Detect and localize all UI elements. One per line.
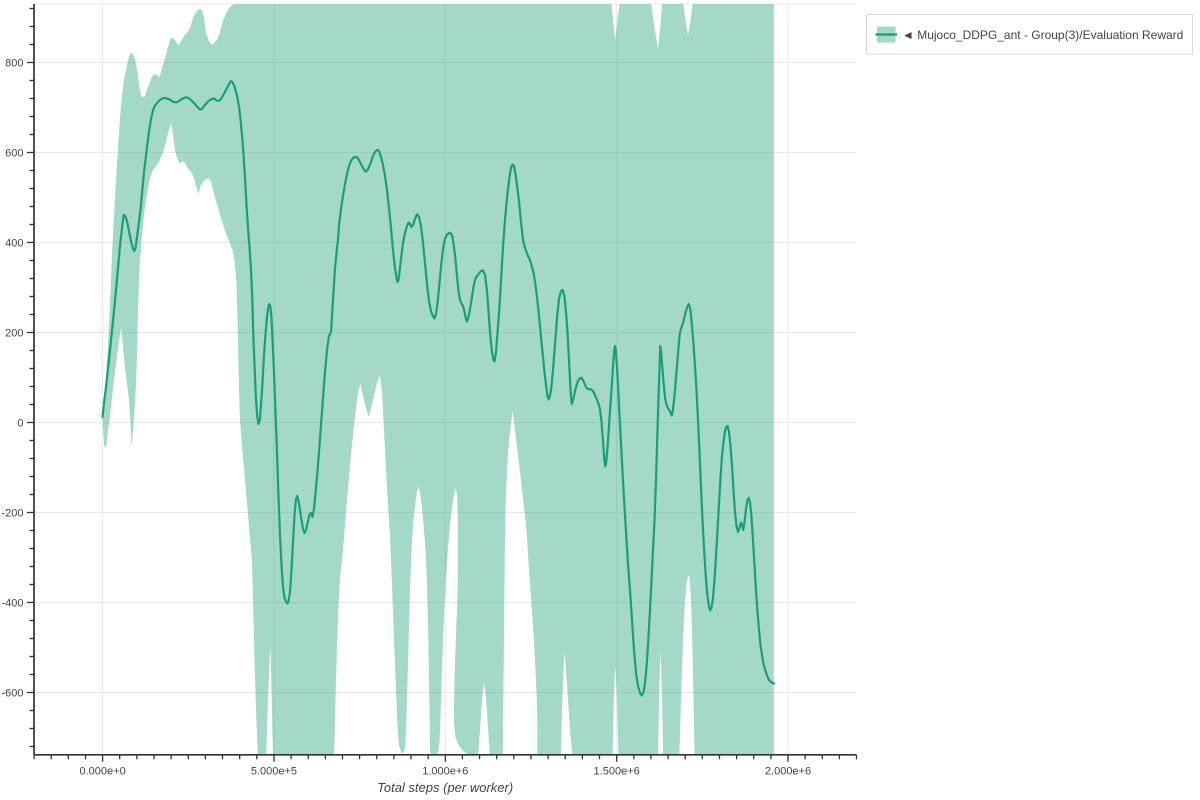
svg-text:1.000e+6: 1.000e+6 [422,765,468,777]
svg-text:600: 600 [5,148,23,160]
svg-text:200: 200 [5,328,23,340]
svg-text:400: 400 [5,238,23,250]
svg-text:1.500e+6: 1.500e+6 [594,765,640,777]
svg-text:◄ Mujoco_DDPG_ant - Group(3)/E: ◄ Mujoco_DDPG_ant - Group(3)/Evaluation … [902,28,1183,42]
svg-text:Total steps (per worker): Total steps (per worker) [377,780,513,795]
svg-text:800: 800 [5,58,23,70]
svg-text:0: 0 [17,418,23,430]
svg-text:-200: -200 [1,508,23,520]
svg-text:5.000e+5: 5.000e+5 [251,765,297,777]
svg-text:-600: -600 [1,688,23,700]
svg-text:2.000e+6: 2.000e+6 [765,765,811,777]
svg-text:-400: -400 [1,598,23,610]
svg-text:0.000e+0: 0.000e+0 [80,765,126,777]
